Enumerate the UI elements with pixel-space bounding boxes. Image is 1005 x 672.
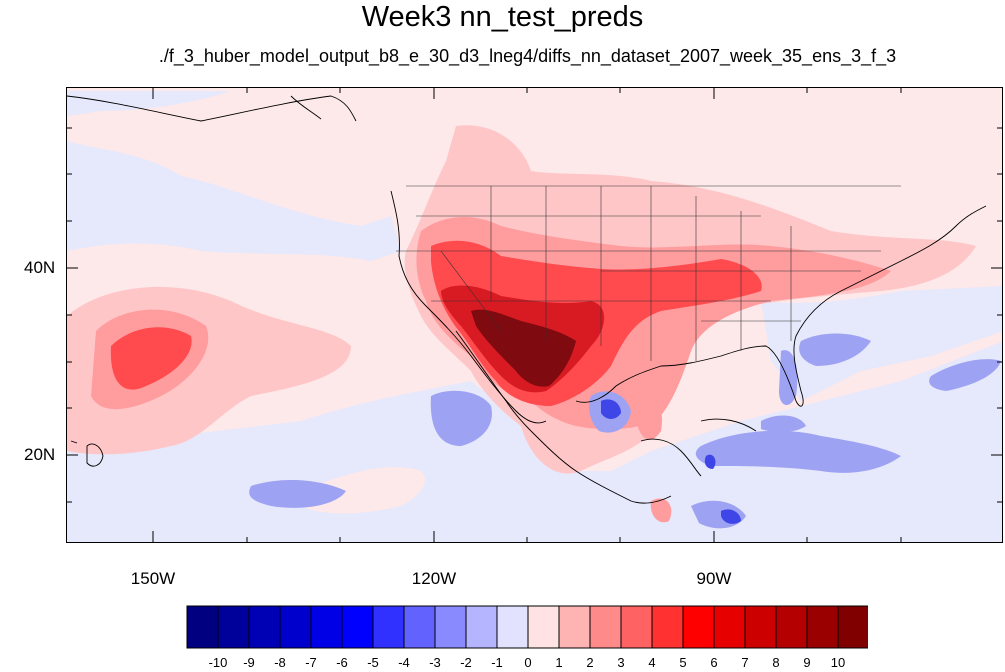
chart-subtitle: ./f_3_huber_model_output_b8_e_30_d3_lneg… — [158, 46, 897, 66]
y-tick-label-40n: 40N — [24, 258, 56, 277]
labelbar-box — [403, 605, 436, 649]
labelbar-box — [651, 605, 684, 649]
labelbar-box — [465, 605, 498, 649]
x-tick-label-150w: 150W — [130, 569, 176, 588]
labelbar-box — [558, 605, 591, 649]
labelbar-label: 3 — [617, 655, 625, 670]
labelbar-label: 6 — [710, 655, 718, 670]
labelbar-box — [682, 605, 715, 649]
labelbar-box — [806, 605, 839, 649]
labelbar-box — [279, 605, 312, 649]
chart-title: Week3 nn_test_preds — [361, 1, 644, 33]
labelbar-label: -10 — [208, 655, 228, 670]
labelbar-box — [341, 605, 374, 649]
color-labelbar — [186, 605, 868, 649]
labelbar-label: -3 — [429, 655, 441, 670]
y-tick-label-20n: 20N — [24, 445, 56, 464]
labelbar-box — [217, 605, 250, 649]
field-cool-strong — [601, 399, 741, 524]
field-warm-extreme — [471, 309, 576, 387]
labelbar-label: -2 — [460, 655, 472, 670]
labelbar-box — [620, 605, 653, 649]
labelbar-box — [248, 605, 281, 649]
labelbar-label: -6 — [336, 655, 348, 670]
labelbar-label: -9 — [243, 655, 255, 670]
labelbar-box — [372, 605, 405, 649]
labelbar-box — [744, 605, 777, 649]
labelbar-box — [496, 605, 529, 649]
labelbar-box — [713, 605, 746, 649]
labelbar-label: 5 — [679, 655, 687, 670]
labelbar-box — [837, 605, 868, 649]
labelbar-label: -1 — [491, 655, 503, 670]
labelbar-label: -7 — [305, 655, 317, 670]
coastlines — [67, 95, 987, 504]
labelbar-label: -5 — [367, 655, 379, 670]
labelbar-label: -8 — [274, 655, 286, 670]
field-cool-mid — [249, 333, 1001, 529]
labelbar-label: 4 — [648, 655, 656, 670]
map-panel — [66, 87, 1003, 543]
labelbar-box — [589, 605, 622, 649]
labelbar-label: 10 — [830, 655, 846, 670]
labelbar-label: 9 — [803, 655, 811, 670]
x-tick-label-120w: 120W — [411, 569, 457, 588]
labelbar-label: 8 — [772, 655, 780, 670]
x-tick-label-90w: 90W — [696, 569, 732, 588]
labelbar-label: 1 — [555, 655, 563, 670]
labelbar-box — [310, 605, 343, 649]
labelbar-label: 2 — [586, 655, 594, 670]
labelbar-label: 0 — [524, 655, 532, 670]
map-field — [67, 88, 1002, 542]
labelbar-box — [775, 605, 808, 649]
labelbar-box — [434, 605, 467, 649]
state-borders — [396, 185, 901, 361]
labelbar-box — [527, 605, 560, 649]
labelbar-label: -4 — [398, 655, 410, 670]
labelbar-label: 7 — [741, 655, 749, 670]
labelbar-box — [186, 605, 219, 649]
